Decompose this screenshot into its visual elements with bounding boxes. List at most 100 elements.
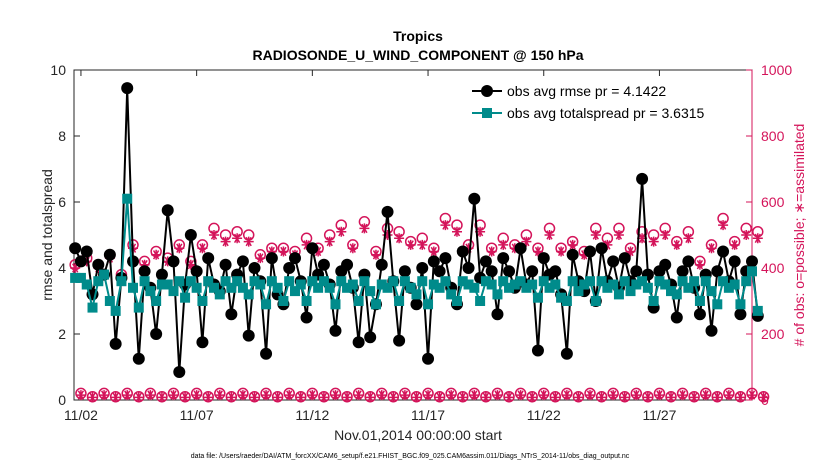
rmse-point (549, 265, 562, 278)
assimilated-obs-point (145, 390, 156, 401)
x-tick-label: 11/12 (295, 407, 329, 423)
rmse-point (398, 265, 411, 278)
legend-spread-marker (482, 108, 492, 118)
assimilated-obs-point (660, 230, 671, 240)
spread-point (712, 299, 723, 310)
spread-point (197, 296, 208, 306)
assimilated-obs-point (261, 390, 272, 401)
assimilated-obs-point (249, 392, 260, 403)
spread-point (613, 289, 624, 300)
rmse-point (260, 347, 273, 360)
assimilated-obs-point (590, 230, 601, 240)
rmse-point (433, 265, 446, 278)
rmse-point (329, 324, 342, 337)
x-tick-label: 11/02 (64, 407, 98, 423)
assimilated-obs-point (457, 392, 468, 403)
rmse-point (225, 308, 238, 321)
rmse-point (109, 337, 122, 350)
assimilated-obs-point (758, 392, 769, 403)
assimilated-obs-point (168, 390, 179, 401)
assimilated-obs-point (434, 392, 445, 403)
assimilated-obs-point (122, 390, 133, 401)
assimilated-obs-point (342, 392, 353, 403)
assimilated-obs-point (677, 390, 688, 401)
y-tick-label: 10 (50, 62, 66, 78)
rmse-point (242, 329, 255, 342)
spread-point (608, 279, 619, 290)
rmse-point (236, 255, 249, 268)
spread-point (463, 279, 474, 290)
rmse-point (167, 255, 180, 268)
rmse-point (636, 172, 649, 185)
spread-point (509, 279, 520, 290)
spread-point (330, 299, 341, 310)
y-tick-label: 8 (58, 128, 66, 144)
assimilated-obs-point (99, 390, 110, 401)
rmse-point (184, 229, 197, 241)
spread-point (747, 266, 757, 277)
spread-point (683, 282, 694, 293)
assimilated-obs-point (191, 390, 202, 401)
spread-point (735, 299, 746, 310)
spread-point (70, 272, 81, 283)
spread-point (521, 282, 532, 293)
spread-point (723, 282, 734, 293)
assimilated-obs-point (295, 392, 306, 403)
rmse-point (92, 258, 105, 271)
x-tick-label: 11/22 (527, 407, 561, 423)
assimilated-obs-point (156, 392, 167, 403)
rmse-point (103, 248, 116, 261)
spread-point (567, 276, 578, 287)
rmse-point (630, 265, 643, 278)
assimilated-obs-point (637, 233, 648, 244)
rmse-point (659, 258, 672, 271)
rmse-point (306, 242, 319, 255)
assimilated-obs-point (266, 246, 277, 257)
y-tick-label: 0 (58, 392, 66, 408)
spread-point (729, 279, 740, 290)
y-axis-label-right: # of obs: o=possible; ∗=assimilated (791, 124, 807, 347)
assimilated-obs-point (399, 390, 410, 401)
spread-point (243, 289, 254, 300)
spread-point (110, 305, 121, 316)
assimilated-obs-point (394, 233, 405, 244)
assimilated-obs-point (712, 392, 723, 403)
y-right-tick-label: 600 (761, 194, 785, 210)
rmse-point (74, 255, 87, 268)
spread-point (87, 302, 98, 313)
assimilated-obs-point (197, 243, 208, 254)
rmse-point (497, 252, 510, 265)
assimilated-obs-point (694, 259, 705, 270)
rmse-point (190, 265, 203, 278)
spread-point (156, 279, 167, 290)
spread-point (718, 276, 729, 287)
x-tick-label: 11/07 (180, 407, 214, 423)
rmse-point (265, 252, 278, 265)
assimilated-obs-point (648, 236, 659, 247)
spread-point (261, 299, 272, 310)
assimilated-obs-point (330, 390, 341, 401)
assimilated-obs-point (301, 239, 312, 250)
assimilated-obs-point (388, 392, 399, 403)
spread-point (498, 276, 509, 287)
chart-title: Tropics (393, 28, 443, 44)
spread-point (278, 296, 289, 306)
spread-point (689, 276, 700, 287)
assimilated-obs-point (463, 243, 474, 254)
assimilated-obs-point (683, 233, 694, 244)
assimilated-obs-point (232, 233, 243, 244)
y-right-tick-label: 1000 (761, 62, 792, 78)
assimilated-obs-point (359, 223, 370, 234)
spread-point (272, 282, 283, 293)
assimilated-obs-point (469, 390, 480, 401)
assimilated-obs-point (752, 233, 763, 244)
rmse-point (526, 265, 539, 278)
rmse-point (728, 255, 741, 268)
rmse-point (693, 308, 706, 321)
assimilated-obs-point (336, 226, 347, 237)
spread-point (573, 286, 584, 297)
spread-point (515, 276, 526, 287)
assimilated-obs-point (139, 259, 150, 270)
rmse-point (196, 336, 209, 349)
